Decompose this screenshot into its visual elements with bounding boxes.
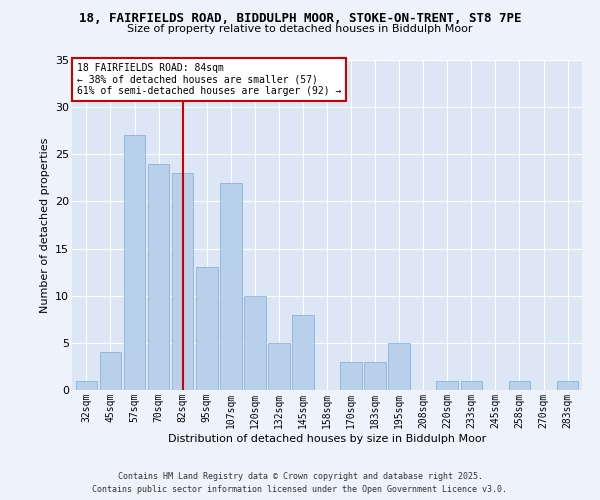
Bar	[557, 380, 578, 390]
Text: 18 FAIRFIELDS ROAD: 84sqm
← 38% of detached houses are smaller (57)
61% of semi-: 18 FAIRFIELDS ROAD: 84sqm ← 38% of detac…	[77, 64, 341, 96]
Bar	[244, 296, 266, 390]
Bar	[100, 352, 121, 390]
Bar	[388, 343, 410, 390]
X-axis label: Distribution of detached houses by size in Biddulph Moor: Distribution of detached houses by size …	[168, 434, 486, 444]
Text: 18, FAIRFIELDS ROAD, BIDDULPH MOOR, STOKE-ON-TRENT, ST8 7PE: 18, FAIRFIELDS ROAD, BIDDULPH MOOR, STOK…	[79, 12, 521, 26]
Bar	[196, 268, 218, 390]
Bar	[268, 343, 290, 390]
Bar	[340, 362, 362, 390]
Bar	[220, 182, 242, 390]
Y-axis label: Number of detached properties: Number of detached properties	[40, 138, 50, 312]
Bar	[292, 314, 314, 390]
Bar	[148, 164, 169, 390]
Text: Contains HM Land Registry data © Crown copyright and database right 2025.
Contai: Contains HM Land Registry data © Crown c…	[92, 472, 508, 494]
Bar	[461, 380, 482, 390]
Bar	[436, 380, 458, 390]
Bar	[124, 136, 145, 390]
Bar	[172, 173, 193, 390]
Bar	[509, 380, 530, 390]
Bar	[76, 380, 97, 390]
Text: Size of property relative to detached houses in Biddulph Moor: Size of property relative to detached ho…	[127, 24, 473, 34]
Bar	[364, 362, 386, 390]
